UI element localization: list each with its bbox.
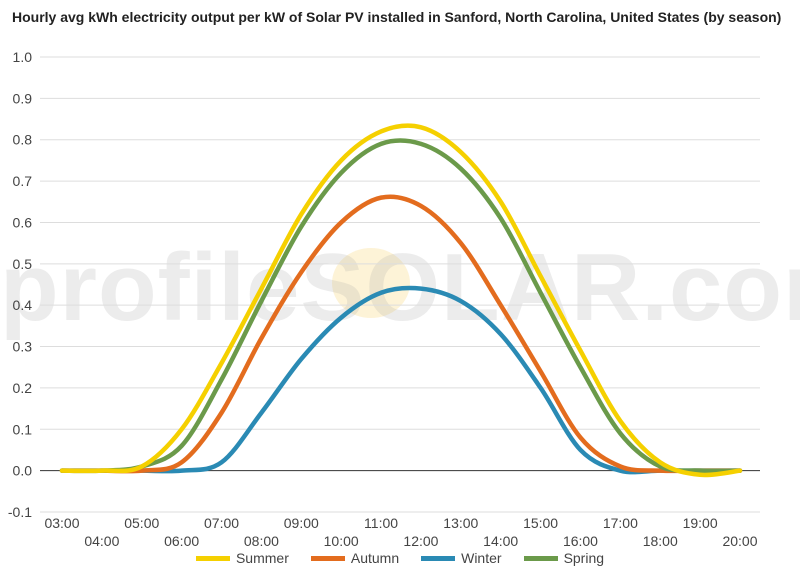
legend: Summer Autumn Winter Spring xyxy=(0,549,800,567)
x-tick-label: 11:00 xyxy=(364,515,398,531)
x-tick-label: 10:00 xyxy=(324,533,359,549)
x-tick-label: 07:00 xyxy=(204,515,239,531)
y-tick-label: 0.3 xyxy=(13,339,33,355)
watermark-sun-icon xyxy=(332,248,410,318)
x-tick-label: 06:00 xyxy=(164,533,199,549)
y-tick-label: 0.0 xyxy=(13,463,33,479)
x-tick-label: 17:00 xyxy=(603,515,638,531)
x-tick-label: 20:00 xyxy=(722,533,757,549)
y-tick-label: 0.4 xyxy=(13,297,33,313)
legend-swatch xyxy=(310,555,345,561)
legend-label: Autumn xyxy=(350,550,400,566)
y-tick-label: -0.1 xyxy=(8,504,32,520)
y-axis-ticks: 1.0 0.9 0.8 0.7 0.6 0.5 0.4 0.3 0.2 0.1 0.0 -0.1 xyxy=(8,49,32,520)
series-lines xyxy=(59,123,743,478)
x-tick-label: 18:00 xyxy=(643,533,678,549)
x-tick-label: 08:00 xyxy=(244,533,279,549)
x-tick-label: 16:00 xyxy=(563,533,598,549)
x-tick-label: 13:00 xyxy=(443,515,478,531)
legend-swatch xyxy=(195,555,230,561)
x-tick-label: 05:00 xyxy=(124,515,159,531)
legend-item-autumn[interactable]: Autumn xyxy=(310,549,400,567)
x-tick-label: 03:00 xyxy=(44,515,79,531)
x-tick-label: 19:00 xyxy=(683,515,718,531)
y-tick-label: 0.1 xyxy=(13,421,33,437)
x-tick-label: 14:00 xyxy=(483,533,518,549)
y-tick-label: 1.0 xyxy=(13,49,33,65)
y-tick-label: 0.8 xyxy=(13,132,33,148)
series-line-summer xyxy=(59,123,743,478)
y-tick-label: 0.5 xyxy=(13,256,33,272)
series-line-winter xyxy=(59,285,743,475)
chart-title: Hourly avg kWh electricity output per kW… xyxy=(12,9,782,25)
x-tick-label: 15:00 xyxy=(523,515,558,531)
legend-item-summer[interactable]: Summer xyxy=(195,549,289,567)
x-tick-label: 04:00 xyxy=(84,533,119,549)
legend-label: Spring xyxy=(563,550,605,566)
legend-item-winter[interactable]: Winter xyxy=(421,549,502,567)
x-axis-ticks: 03:00 04:00 05:00 06:00 07:00 08:00 09:00 10:00… xyxy=(44,515,757,549)
series-line-autumn xyxy=(59,194,743,474)
x-tick-label: 12:00 xyxy=(403,533,438,549)
legend-swatch xyxy=(421,555,456,561)
legend-label: Winter xyxy=(461,550,502,566)
legend-label: Summer xyxy=(235,550,289,566)
legend-swatch xyxy=(523,555,558,561)
x-tick-label: 09:00 xyxy=(284,515,319,531)
series-line-spring xyxy=(59,138,743,474)
y-tick-label: 0.6 xyxy=(13,214,33,230)
y-tick-label: 0.7 xyxy=(13,173,33,189)
y-tick-label: 0.2 xyxy=(13,380,33,396)
legend-item-spring[interactable]: Spring xyxy=(523,549,605,567)
y-tick-label: 0.9 xyxy=(13,90,33,106)
